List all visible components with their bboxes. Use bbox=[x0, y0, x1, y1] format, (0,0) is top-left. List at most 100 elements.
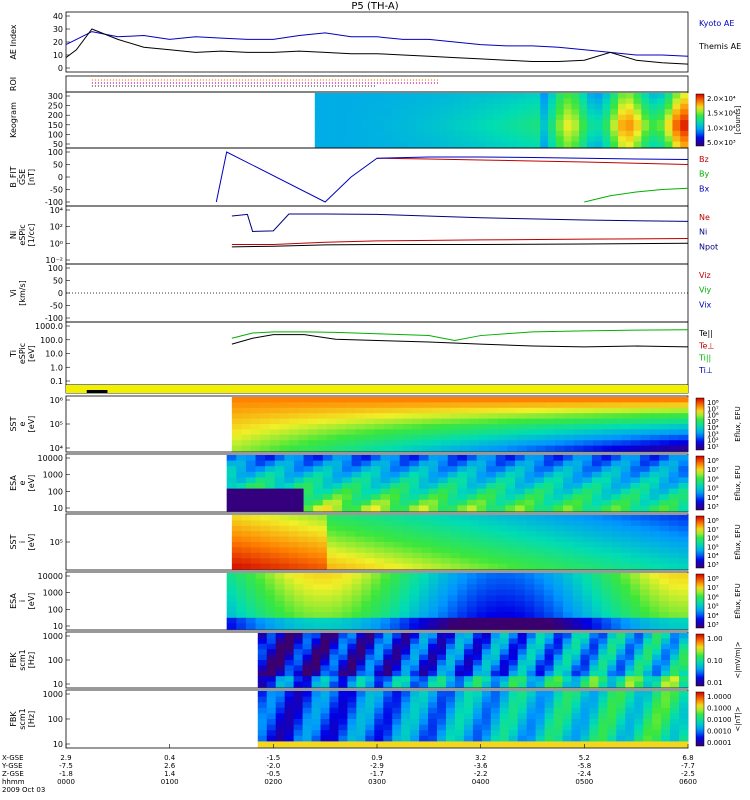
time-axis-coordinate: -7.5 bbox=[59, 762, 73, 770]
heatmap-cell bbox=[659, 515, 670, 521]
heatmap-cell bbox=[670, 707, 680, 714]
heatmap-cell bbox=[279, 547, 290, 554]
heatmap-cell bbox=[564, 397, 575, 403]
heatmap-cell bbox=[226, 617, 237, 624]
heatmap-cell bbox=[572, 483, 583, 490]
heatmap-cell bbox=[580, 724, 590, 731]
heatmap-cell bbox=[571, 665, 581, 672]
heatmap-cell bbox=[545, 402, 556, 409]
heatmap-cell bbox=[516, 440, 527, 447]
heatmap-cell bbox=[412, 418, 423, 425]
heatmap-cell bbox=[679, 633, 689, 639]
heatmap-cell bbox=[668, 499, 679, 506]
heatmap-cell bbox=[649, 584, 660, 591]
heatmap-cell bbox=[288, 515, 299, 521]
heatmap-cell bbox=[347, 638, 357, 645]
heatmap-cell bbox=[490, 691, 501, 698]
heatmap-cell bbox=[495, 477, 506, 484]
heatmap-cell bbox=[374, 719, 384, 726]
heatmap-cell bbox=[260, 536, 271, 543]
heatmap-cell bbox=[241, 402, 252, 409]
heatmap-cell bbox=[421, 542, 432, 548]
heatmap-cell bbox=[591, 623, 603, 630]
heatmap-cell bbox=[526, 413, 537, 420]
heatmap-cell bbox=[236, 505, 247, 512]
heatmap-cell bbox=[602, 93, 611, 99]
heatmap-cell bbox=[515, 499, 526, 506]
heatmap-cell bbox=[621, 531, 632, 538]
heatmap-cell bbox=[469, 542, 480, 548]
heatmap-cell bbox=[446, 691, 456, 698]
heatmap-cell bbox=[602, 407, 613, 414]
heatmap-cell bbox=[330, 130, 339, 137]
heatmap-cell bbox=[563, 595, 574, 602]
heatmap-cell bbox=[408, 120, 417, 126]
heatmap-cell bbox=[380, 601, 391, 608]
heatmap-cell bbox=[356, 660, 366, 666]
heatmap-cell bbox=[320, 702, 330, 709]
heatmap-cell bbox=[457, 471, 468, 478]
heatmap-cell bbox=[412, 531, 423, 538]
heatmap-cell bbox=[298, 440, 309, 447]
heatmap-cell bbox=[409, 584, 420, 591]
heatmap-cell bbox=[554, 547, 565, 554]
heatmap-cell bbox=[616, 713, 626, 720]
heatmap-cell bbox=[447, 455, 458, 462]
heatmap-cell bbox=[412, 429, 423, 436]
heatmap-cell bbox=[446, 633, 456, 639]
heatmap-cell bbox=[275, 735, 286, 742]
heatmap-cell bbox=[486, 483, 497, 490]
heatmap-cell bbox=[535, 649, 546, 656]
heatmap-cell bbox=[553, 494, 564, 501]
heatmap-cell bbox=[438, 584, 449, 591]
heatmap-cell bbox=[555, 136, 565, 143]
y-tick-label: 10.0 bbox=[45, 350, 63, 359]
heatmap-cell bbox=[351, 606, 362, 613]
heatmap-cell bbox=[351, 589, 362, 596]
heatmap-cell bbox=[332, 617, 343, 624]
heatmap-cell bbox=[562, 670, 572, 677]
heatmap-cell bbox=[412, 520, 423, 527]
heatmap-cell bbox=[284, 735, 295, 742]
heatmap-cell bbox=[390, 617, 401, 624]
heatmap-cell bbox=[450, 563, 461, 570]
heatmap-cell bbox=[630, 606, 641, 613]
heatmap-cell bbox=[260, 402, 271, 409]
heatmap-cell bbox=[668, 612, 679, 619]
heatmap-cell bbox=[526, 643, 537, 650]
heatmap-cell bbox=[274, 499, 285, 506]
heatmap-cell bbox=[553, 670, 564, 677]
heatmap-cell bbox=[572, 601, 583, 608]
heatmap-cell bbox=[516, 130, 526, 137]
heatmap-cell bbox=[548, 136, 557, 143]
heatmap-cell bbox=[457, 466, 468, 473]
heatmap-cell bbox=[423, 109, 432, 116]
heatmap-cell bbox=[446, 125, 456, 132]
heatmap-cell bbox=[226, 584, 237, 591]
heatmap-cell bbox=[361, 130, 370, 137]
heatmap-cell bbox=[307, 515, 318, 521]
heatmap-cell bbox=[392, 98, 401, 105]
heatmap-cell bbox=[231, 542, 242, 548]
heatmap-cell bbox=[345, 125, 355, 132]
heatmap-cell bbox=[450, 525, 461, 532]
heatmap-cell bbox=[668, 531, 679, 538]
heatmap-cell bbox=[322, 488, 333, 495]
heatmap-cell bbox=[540, 141, 549, 148]
heatmap-cell bbox=[488, 445, 499, 452]
heatmap-cell bbox=[374, 434, 385, 441]
heatmap-cell bbox=[589, 741, 599, 748]
heatmap-cell bbox=[580, 638, 590, 645]
heatmap-cell bbox=[428, 633, 438, 639]
heatmap-cell bbox=[364, 445, 375, 452]
heatmap-cell bbox=[515, 623, 526, 630]
heatmap-cell bbox=[392, 109, 401, 116]
heatmap-cell bbox=[466, 477, 478, 484]
heatmap-cell bbox=[241, 520, 252, 527]
heatmap-cell bbox=[329, 665, 339, 672]
heatmap-cell bbox=[353, 136, 362, 143]
heatmap-cell bbox=[374, 407, 385, 414]
heatmap-cell bbox=[428, 466, 439, 473]
heatmap-cell bbox=[497, 413, 508, 420]
heatmap-cell bbox=[582, 494, 593, 501]
